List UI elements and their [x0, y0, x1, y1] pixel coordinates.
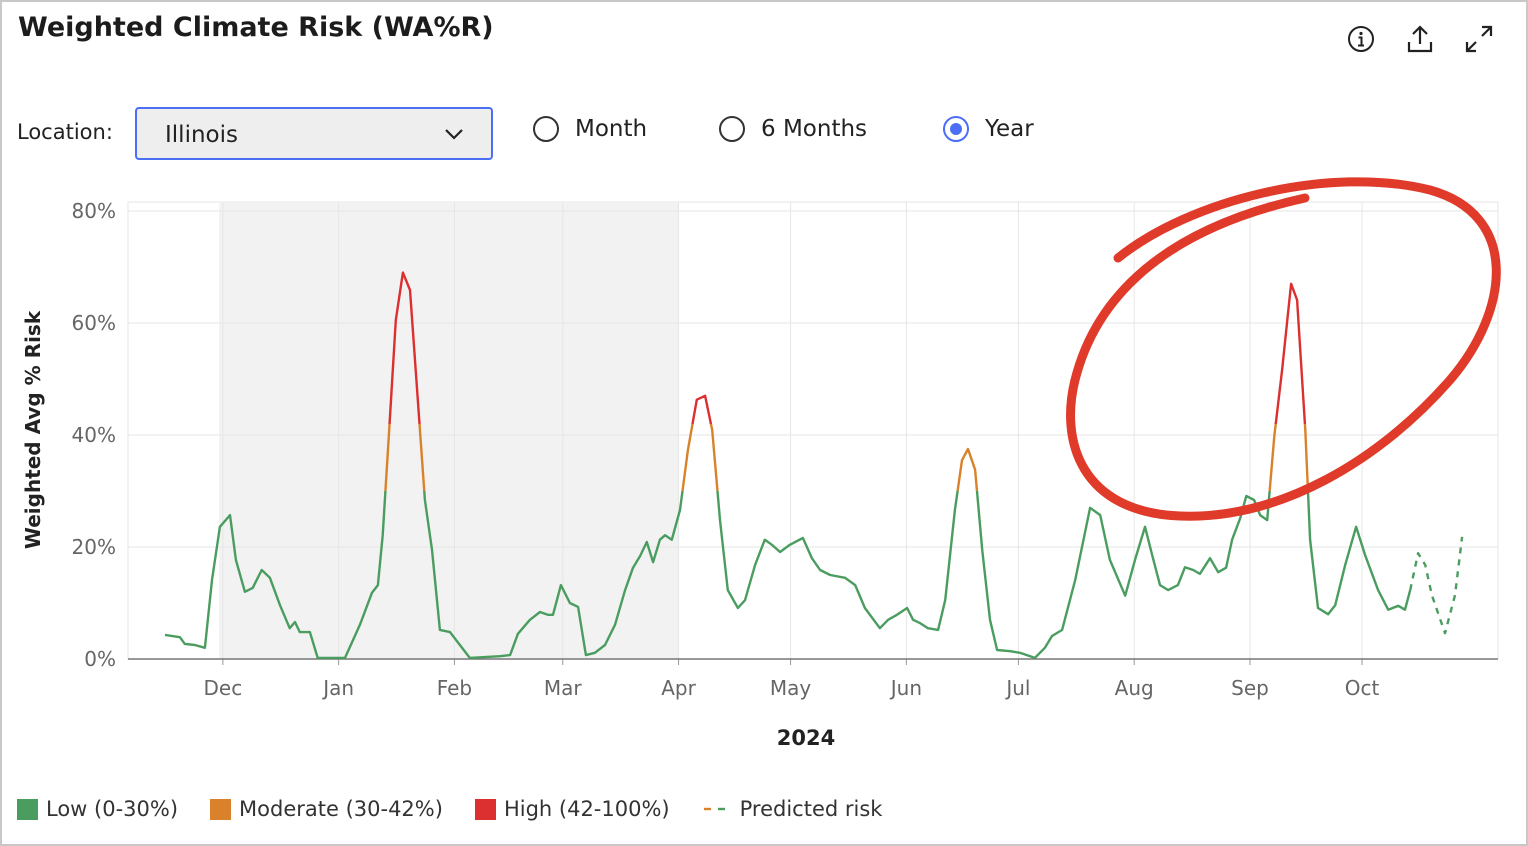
x-tick-label: Aug [1115, 676, 1154, 700]
legend-item: High (42-100%) [474, 797, 670, 821]
legend-label: High (42-100%) [503, 797, 670, 821]
radio-circle [533, 116, 559, 142]
range-option[interactable]: Month [533, 116, 647, 142]
range-label: Year [985, 116, 1034, 142]
export-button[interactable] [1403, 22, 1437, 56]
chevron [445, 129, 463, 140]
x-tick-label: Jan [321, 676, 354, 700]
predicted-line [1409, 536, 1464, 635]
legend-label: Moderate (30-42%) [239, 797, 443, 821]
panel-title: Weighted Climate Risk (WA%R) [18, 12, 494, 43]
x-tick-label: Jul [1004, 676, 1030, 700]
legend-item: Predicted risk [702, 797, 883, 821]
shaded-period [219, 202, 679, 659]
location-select[interactable]: Illinois [135, 107, 493, 160]
legend-swatch [474, 798, 496, 820]
y-tick-label: 40% [72, 423, 116, 447]
legend-item: Moderate (30-42%) [210, 797, 443, 821]
x-tick-label: Feb [437, 676, 472, 700]
risk-line [164, 271, 1412, 660]
x-axis-title: 2024 [777, 726, 835, 750]
x-tick-label: Dec [204, 676, 243, 700]
radio-circle [719, 116, 745, 142]
legend: Low (0-30%) Moderate (30-42%) High (42-100… [17, 797, 914, 821]
x-tick-label: May [770, 676, 812, 700]
location-value: Illinois [165, 122, 238, 148]
range-option[interactable]: 6 Months [719, 116, 867, 142]
expand-button[interactable] [1462, 22, 1496, 56]
legend-label: Predicted risk [739, 797, 883, 821]
legend-swatch [210, 798, 232, 820]
x-tick-label: Sep [1231, 676, 1269, 700]
x-tick-label: Apr [661, 676, 696, 700]
x-tick-label: Jun [889, 676, 922, 700]
location-label: Location: [17, 120, 113, 144]
radio-circle [943, 116, 969, 142]
legend-swatch [17, 798, 38, 820]
y-tick-label: 20% [72, 535, 116, 559]
range-option[interactable]: Year [943, 116, 1034, 142]
range-label: Month [575, 116, 648, 142]
legend-label: Low (0-30%) [46, 797, 179, 821]
y-tick-label: 0% [84, 647, 116, 671]
legend-swatch [703, 807, 725, 811]
range-label: 6 Months [761, 116, 868, 142]
legend-item: Low (0-30%) [17, 797, 178, 821]
x-tick-label: Oct [1345, 676, 1380, 700]
y-tick-label: 80% [72, 199, 116, 223]
y-axis-title: Weighted Avg % Risk [21, 310, 45, 549]
y-tick-label: 60% [72, 311, 116, 335]
info-button[interactable] [1344, 22, 1378, 56]
x-tick-label: Mar [544, 676, 583, 700]
